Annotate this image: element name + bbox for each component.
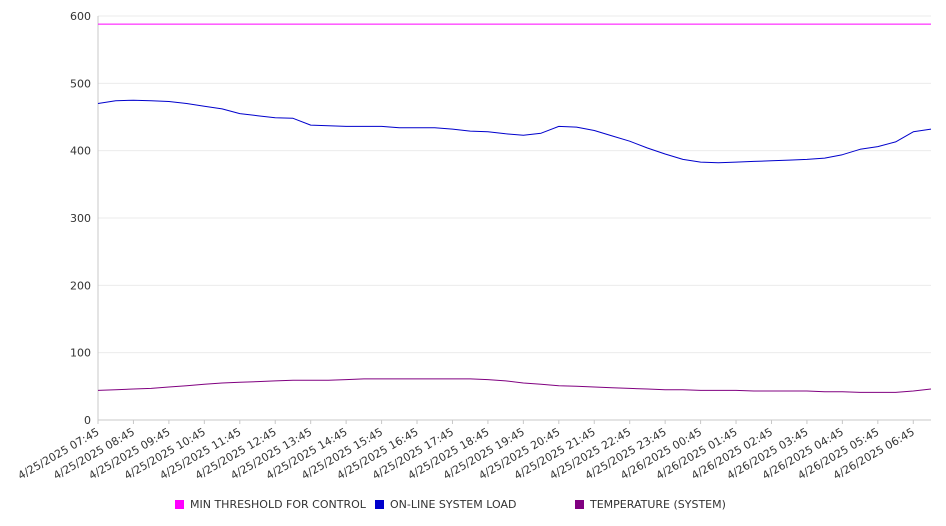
x-tick-labels: 4/25/2025 07:454/25/2025 08:454/25/2025 … xyxy=(16,425,917,482)
legend-swatch-system-load xyxy=(375,500,384,509)
series-line-temperature-system xyxy=(97,378,932,393)
series-line-on-line-system-load xyxy=(97,99,932,164)
line-chart: 0 100 200 300 400 500 600 4/25/2025 07:454/25/… xyxy=(16,10,932,482)
legend-swatch-min-threshold xyxy=(175,500,184,509)
legend-label-temperature: TEMPERATURE (SYSTEM) xyxy=(590,498,726,511)
y-tick-label: 0 xyxy=(84,414,91,427)
chart-legend: MIN THRESHOLD FOR CONTROL ON-LINE SYSTEM… xyxy=(0,498,946,514)
y-tick-label: 600 xyxy=(70,10,91,23)
y-tick-label: 400 xyxy=(70,145,91,158)
legend-item-min-threshold[interactable]: MIN THRESHOLD FOR CONTROL xyxy=(175,498,366,511)
legend-item-system-load[interactable]: ON-LINE SYSTEM LOAD xyxy=(375,498,516,511)
y-tick-label: 300 xyxy=(70,212,91,225)
y-tick-label: 500 xyxy=(70,77,91,90)
grid-lines xyxy=(98,15,931,354)
y-tick-labels: 0 100 200 300 400 500 600 xyxy=(70,10,91,427)
data-series xyxy=(97,23,932,393)
y-tick-label: 200 xyxy=(70,279,91,292)
legend-swatch-temperature xyxy=(575,500,584,509)
legend-label-system-load: ON-LINE SYSTEM LOAD xyxy=(390,498,517,511)
legend-item-temperature[interactable]: TEMPERATURE (SYSTEM) xyxy=(575,498,726,511)
legend-label-min-threshold: MIN THRESHOLD FOR CONTROL xyxy=(190,498,366,511)
axes xyxy=(97,16,931,424)
y-tick-label: 100 xyxy=(70,347,91,360)
